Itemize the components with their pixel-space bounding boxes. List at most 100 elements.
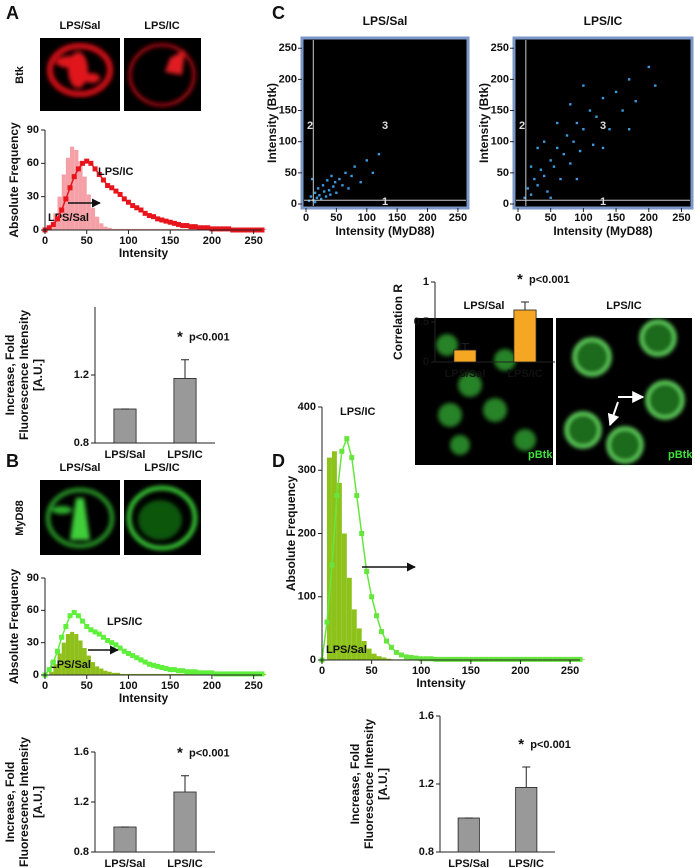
- plot-background: [512, 36, 694, 210]
- y-tick-label: 0: [33, 224, 39, 236]
- data-point: [458, 656, 464, 662]
- x-tick-label: 0: [515, 212, 521, 224]
- data-point: [354, 493, 360, 499]
- significance-marker: *: [177, 745, 183, 762]
- scatter-point: [565, 134, 569, 137]
- scatter-point: [575, 177, 579, 181]
- scatter-point: [575, 121, 579, 125]
- histogram-bar: [128, 228, 133, 230]
- data-point: [513, 656, 518, 662]
- data-point: [577, 656, 583, 662]
- scatter-point: [654, 84, 657, 87]
- y-tick-label: 100: [298, 591, 316, 603]
- data-point: [180, 223, 186, 229]
- data-point: [542, 656, 548, 662]
- data-point: [562, 656, 568, 662]
- histogram-bar: [170, 673, 175, 675]
- scatter-point: [313, 200, 317, 204]
- data-point: [488, 656, 494, 662]
- series-label: LPS/Sal: [50, 659, 91, 671]
- histogram-bar: [86, 194, 91, 230]
- data-point: [171, 220, 177, 226]
- data-point: [75, 166, 81, 172]
- data-point: [503, 656, 509, 662]
- histogram-bar: [78, 640, 83, 675]
- data-point: [388, 644, 394, 650]
- data-point: [209, 670, 215, 676]
- scatter-point: [365, 159, 368, 162]
- data-point: [196, 670, 202, 676]
- data-point: [163, 218, 169, 224]
- data-point: [552, 656, 558, 662]
- data-point: [221, 226, 227, 232]
- x-tick-label: 250: [244, 680, 262, 692]
- data-point: [55, 216, 61, 222]
- scatter-point: [333, 180, 337, 184]
- histogram-bar: [103, 670, 108, 675]
- x-tick-label: 200: [203, 680, 221, 692]
- histogram-bar: [166, 673, 171, 675]
- y-axis-label: [A.U.]: [31, 359, 45, 391]
- data-point: [478, 656, 484, 662]
- x-tick-label: 150: [607, 212, 625, 224]
- scatter-point: [552, 165, 556, 168]
- error-bar: [521, 301, 529, 310]
- x-tick-label: 0: [42, 680, 48, 692]
- series-line: [321, 436, 580, 661]
- chart-title: LPS/Sal: [363, 14, 408, 28]
- series-label: LPS/IC: [107, 616, 143, 628]
- scatter-point: [318, 194, 321, 197]
- histogram-bar: [145, 673, 150, 675]
- data-point: [213, 226, 219, 232]
- significance-marker: *: [177, 329, 183, 346]
- data-point: [59, 207, 65, 213]
- image-title: LPS/IC: [144, 20, 180, 32]
- histogram-bar: [341, 533, 347, 660]
- x-tick-label: 100: [119, 680, 137, 692]
- micrograph: [415, 318, 692, 465]
- scatter-point: [569, 162, 572, 165]
- scatter-point: [536, 184, 539, 187]
- data-point: [151, 214, 156, 220]
- data-point: [109, 640, 115, 646]
- bar: [457, 817, 480, 853]
- series-label: LPS/IC: [98, 166, 134, 178]
- data-point: [226, 226, 232, 232]
- p-value: p<0.001: [529, 274, 570, 286]
- y-axis-label: Absolute Frequency: [7, 569, 21, 685]
- histogram-bar: [186, 228, 192, 230]
- micrograph: [40, 38, 201, 111]
- y-axis-label: Fluorescence Intensity: [17, 310, 31, 440]
- x-tick-label: 150: [161, 235, 179, 247]
- data-point: [522, 656, 528, 662]
- data-point: [251, 671, 257, 677]
- row-label: Btk: [14, 65, 26, 84]
- quadrant-label: 1: [600, 196, 606, 208]
- x-axis-label: Intensity: [416, 676, 466, 690]
- scatter-point: [542, 174, 546, 178]
- histogram-bar: [174, 228, 179, 230]
- data-point: [184, 223, 190, 229]
- histogram-bar: [74, 150, 79, 230]
- data-point: [121, 196, 127, 202]
- histogram-bar: [149, 673, 154, 675]
- data-point: [75, 613, 81, 619]
- histogram-bar: [132, 673, 137, 675]
- x-tick-label: LPS/Sal: [105, 449, 146, 461]
- histogram-bar: [356, 628, 362, 660]
- data-point: [226, 671, 232, 677]
- scatter-point: [549, 159, 552, 162]
- data-point: [171, 667, 177, 673]
- scatter-point: [332, 185, 335, 188]
- scatter-point: [621, 109, 624, 112]
- scatter-point: [329, 193, 332, 196]
- scatter-point: [562, 152, 565, 156]
- scatter-point: [321, 184, 325, 187]
- data-point: [117, 191, 123, 197]
- error-bar: [461, 343, 469, 350]
- data-point: [71, 174, 77, 180]
- histogram-bar: [99, 668, 104, 675]
- x-tick-label: 250: [561, 665, 579, 677]
- panel-label: C: [272, 3, 285, 23]
- inset-label: pBtk: [668, 449, 693, 461]
